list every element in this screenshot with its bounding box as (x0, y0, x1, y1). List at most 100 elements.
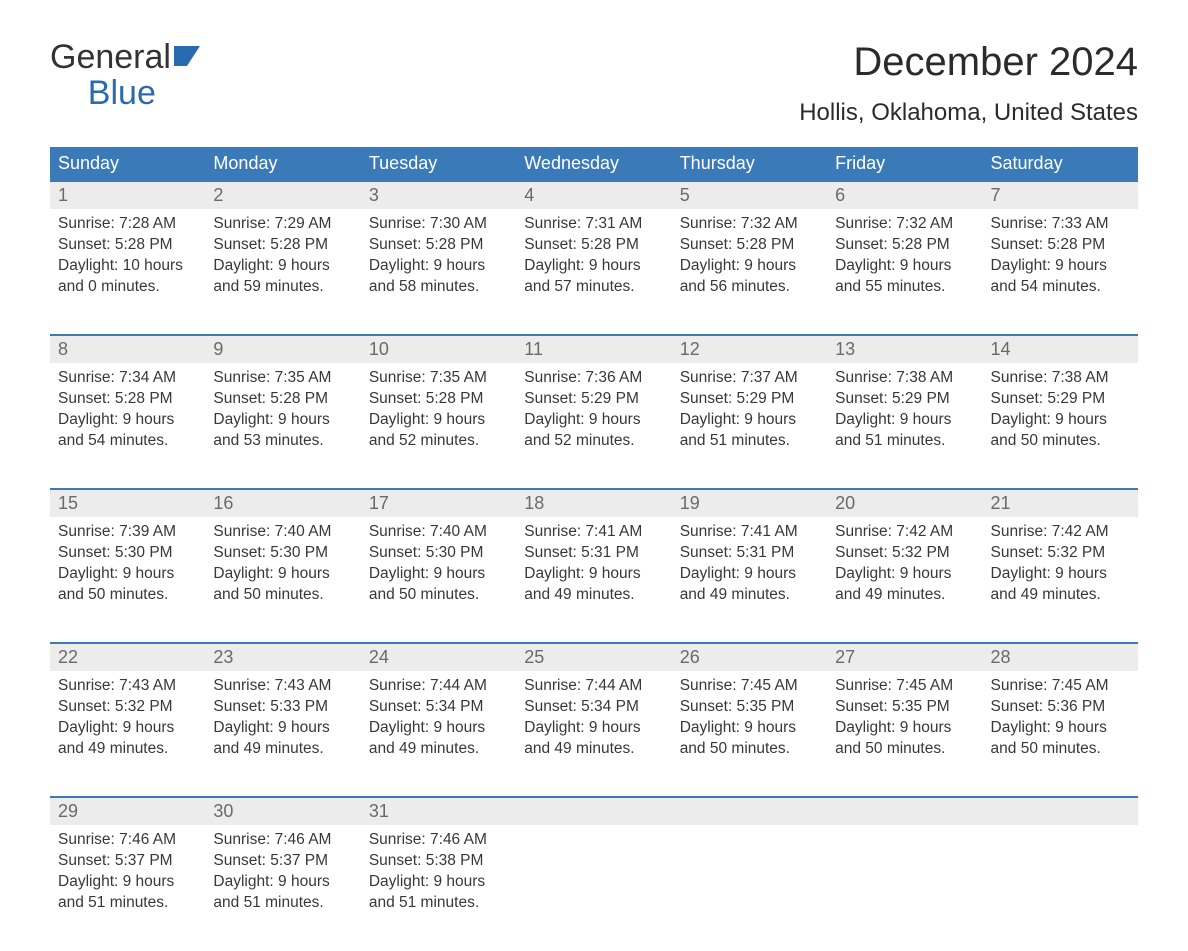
daylight-line1: Daylight: 9 hours (213, 719, 329, 736)
sunset-line: Sunset: 5:35 PM (680, 698, 795, 715)
daylight-line2: and 52 minutes. (524, 432, 634, 449)
daylight-line2: and 49 minutes. (369, 740, 479, 757)
sunrise-line: Sunrise: 7:31 AM (524, 215, 642, 232)
week-number-row: 1234567 (50, 181, 1138, 209)
day-number: 30 (205, 797, 360, 825)
day-number: 19 (672, 489, 827, 517)
logo-word2: Blue (88, 74, 156, 112)
sunrise-line: Sunrise: 7:45 AM (991, 677, 1109, 694)
day-number: 1 (50, 181, 205, 209)
day-number: 15 (50, 489, 205, 517)
day-content: Sunrise: 7:45 AMSunset: 5:35 PMDaylight:… (827, 671, 982, 774)
day-content: Sunrise: 7:33 AMSunset: 5:28 PMDaylight:… (983, 209, 1138, 312)
daylight-line2: and 56 minutes. (680, 278, 790, 295)
day-header: Thursday (672, 147, 827, 181)
daylight-line1: Daylight: 9 hours (680, 411, 796, 428)
day-number: 13 (827, 335, 982, 363)
day-cell: Sunrise: 7:40 AMSunset: 5:30 PMDaylight:… (361, 517, 516, 643)
day-number: 20 (827, 489, 982, 517)
sunset-line: Sunset: 5:30 PM (58, 544, 173, 561)
day-header: Friday (827, 147, 982, 181)
day-content: Sunrise: 7:45 AM Sunset: 5:36 PM Daylight:… (983, 671, 1138, 774)
sunrise-line: Sunrise: 7:43 AM (58, 677, 176, 694)
day-cell: Sunrise: 7:45 AMSunset: 5:35 PMDaylight:… (827, 671, 982, 797)
sunset-line: Sunset: 5:34 PM (369, 698, 484, 715)
daylight-line2: and 58 minutes. (369, 278, 479, 295)
day-cell: Sunrise: 7:31 AMSunset: 5:28 PMDaylight:… (516, 209, 671, 335)
day-cell: Sunrise: 7:41 AMSunset: 5:31 PMDaylight:… (516, 517, 671, 643)
sunset-line: Sunset: 5:33 PM (213, 698, 328, 715)
daylight-line1: Daylight: 9 hours (213, 411, 329, 428)
daylight-line1: Daylight: 9 hours (680, 257, 796, 274)
day-number: 3 (361, 181, 516, 209)
day-cell: Sunrise: 7:35 AMSunset: 5:28 PMDaylight:… (361, 363, 516, 489)
sunrise-line: Sunrise: 7:45 AM (680, 677, 798, 694)
daylight-line1: Daylight: 9 hours (680, 719, 796, 736)
daylight-line1: Daylight: 9 hours (991, 257, 1107, 274)
logo-flag-icon (174, 46, 200, 66)
daylight-line2: and 51 minutes. (835, 432, 945, 449)
sunset-line: Sunset: 5:28 PM (369, 236, 484, 253)
day-content: Sunrise: 7:29 AMSunset: 5:28 PMDaylight:… (205, 209, 360, 312)
daylight-line1: Daylight: 9 hours (369, 565, 485, 582)
day-number: 24 (361, 643, 516, 671)
sunrise-line: Sunrise: 7:38 AM (991, 369, 1109, 386)
sunrise-line: Sunrise: 7:32 AM (680, 215, 798, 232)
daylight-line2: and 49 minutes. (835, 586, 945, 603)
day-cell: Sunrise: 7:46 AMSunset: 5:37 PMDaylight:… (50, 825, 205, 951)
sunrise-line: Sunrise: 7:42 AM (835, 523, 953, 540)
daylight-line2: and 55 minutes. (835, 278, 945, 295)
daylight-line2: and 51 minutes. (58, 894, 168, 911)
sunset-line: Sunset: 5:31 PM (680, 544, 795, 561)
day-cell: Sunrise: 7:34 AMSunset: 5:28 PMDaylight:… (50, 363, 205, 489)
day-number (516, 797, 671, 825)
week-body-row: Sunrise: 7:28 AM Sunset: 5:28 PM Daylight:… (50, 209, 1138, 335)
sunrise-line: Sunrise: 7:28 AM (58, 215, 176, 232)
day-header: Tuesday (361, 147, 516, 181)
logo: General Blue (50, 40, 200, 111)
day-number: 11 (516, 335, 671, 363)
daylight-line1: Daylight: 9 hours (369, 719, 485, 736)
sunset-line: Sunset: 5:28 PM (58, 390, 173, 407)
daylight-line2: and 49 minutes. (680, 586, 790, 603)
day-cell: Sunrise: 7:38 AMSunset: 5:29 PMDaylight:… (827, 363, 982, 489)
day-content: Sunrise: 7:41 AMSunset: 5:31 PMDaylight:… (516, 517, 671, 620)
sunset-line: Sunset: 5:36 PM (991, 698, 1106, 715)
sunrise-line: Sunrise: 7:44 AM (524, 677, 642, 694)
day-cell: Sunrise: 7:39 AMSunset: 5:30 PMDaylight:… (50, 517, 205, 643)
day-content: Sunrise: 7:32 AMSunset: 5:28 PMDaylight:… (672, 209, 827, 312)
daylight-line2: and 49 minutes. (213, 740, 323, 757)
daylight-line1: Daylight: 9 hours (369, 873, 485, 890)
sunrise-line: Sunrise: 7:41 AM (680, 523, 798, 540)
day-header: Wednesday (516, 147, 671, 181)
sunset-line: Sunset: 5:29 PM (524, 390, 639, 407)
day-cell: Sunrise: 7:44 AMSunset: 5:34 PMDaylight:… (516, 671, 671, 797)
day-number: 10 (361, 335, 516, 363)
week-number-row: 891011121314 (50, 335, 1138, 363)
day-cell (672, 825, 827, 951)
daylight-line2: and 51 minutes. (369, 894, 479, 911)
day-content: Sunrise: 7:42 AMSunset: 5:32 PMDaylight:… (983, 517, 1138, 620)
day-number: 27 (827, 643, 982, 671)
sunset-line: Sunset: 5:28 PM (213, 236, 328, 253)
daylight-line1: Daylight: 9 hours (991, 565, 1107, 582)
daylight-line2: and 49 minutes. (991, 586, 1101, 603)
location: Hollis, Oklahoma, United States (799, 99, 1138, 127)
daylight-line1: Daylight: 9 hours (835, 719, 951, 736)
sunrise-line: Sunrise: 7:30 AM (369, 215, 487, 232)
day-content: Sunrise: 7:35 AMSunset: 5:28 PMDaylight:… (361, 363, 516, 466)
daylight-line2: and 50 minutes. (991, 432, 1101, 449)
day-number (983, 797, 1138, 825)
daylight-line1: Daylight: 9 hours (991, 719, 1107, 736)
sunrise-line: Sunrise: 7:42 AM (991, 523, 1109, 540)
day-content: Sunrise: 7:34 AMSunset: 5:28 PMDaylight:… (50, 363, 205, 466)
sunrise-line: Sunrise: 7:40 AM (369, 523, 487, 540)
day-number (827, 797, 982, 825)
week-number-row: 15161718192021 (50, 489, 1138, 517)
day-content: Sunrise: 7:28 AMSunset: 5:28 PMDaylight:… (50, 209, 205, 312)
sunrise-line: Sunrise: 7:46 AM (369, 831, 487, 848)
daylight-line2: and 50 minutes. (835, 740, 945, 757)
day-cell: Sunrise: 7:46 AMSunset: 5:37 PMDaylight:… (205, 825, 360, 951)
day-cell: Sunrise: 7:35 AMSunset: 5:28 PMDaylight:… (205, 363, 360, 489)
daylight-line1: Daylight: 9 hours (524, 719, 640, 736)
